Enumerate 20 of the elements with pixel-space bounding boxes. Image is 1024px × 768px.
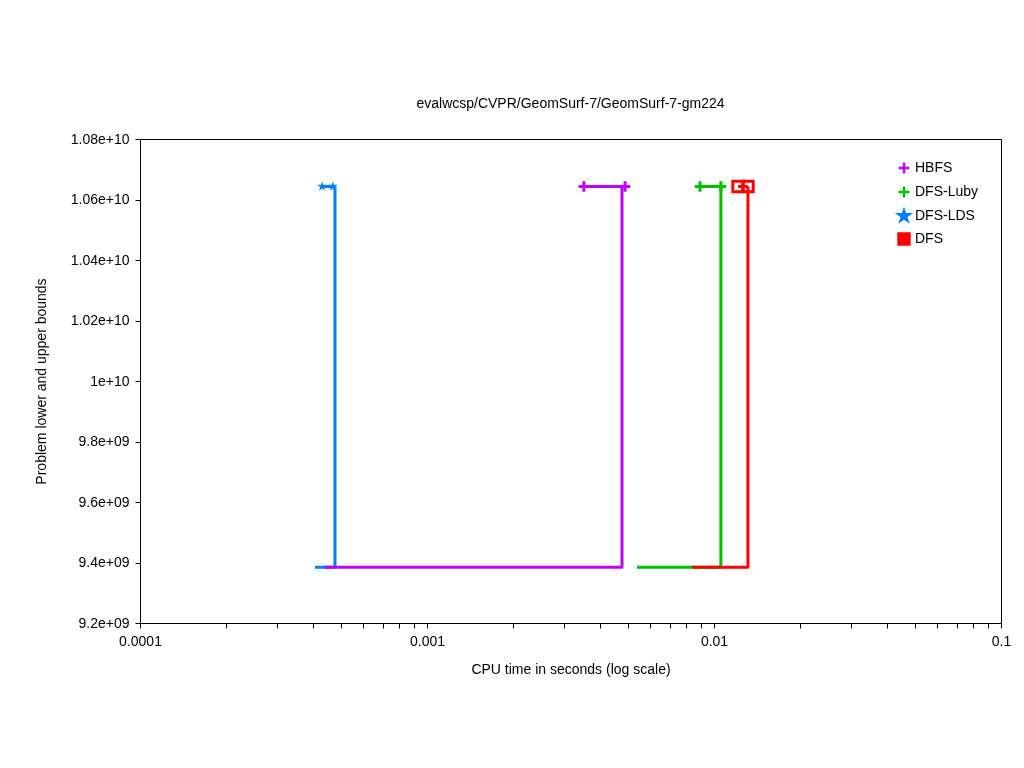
y-tick-label: 1.02e+10 [70, 312, 130, 328]
legend-label: DFS-LDS [915, 207, 975, 223]
y-tick-label: 9.4e+09 [78, 554, 130, 570]
y-tick-label: 9.6e+09 [78, 493, 130, 510]
y-tick-label: 9.2e+09 [78, 614, 130, 631]
x-tick-label: 0.001 [409, 632, 446, 649]
y-tick-label: 1e+10 [90, 372, 130, 389]
y-tick-label: 1.06e+10 [70, 191, 130, 207]
chart-title: evalwcsp/CVPR/GeomSurf-7/GeomSurf-7-gm224 [416, 95, 725, 111]
y-tick-label: 1.08e+10 [70, 130, 130, 147]
legend-label: HBFS [915, 159, 953, 175]
x-axis-title: CPU time in seconds (log scale) [471, 660, 671, 677]
y-tick-label: 9.8e+09 [78, 433, 130, 449]
legend-label: DFS-Luby [915, 183, 979, 199]
x-tick-label: 0.0001 [119, 632, 163, 649]
legend-label: DFS [915, 230, 943, 246]
y-axis-title: Problem lower and upper bounds [32, 278, 49, 485]
x-tick-label: 0.1 [991, 632, 1012, 649]
y-tick-label: 1.04e+10 [70, 251, 130, 268]
x-tick-label: 0.01 [700, 632, 729, 649]
